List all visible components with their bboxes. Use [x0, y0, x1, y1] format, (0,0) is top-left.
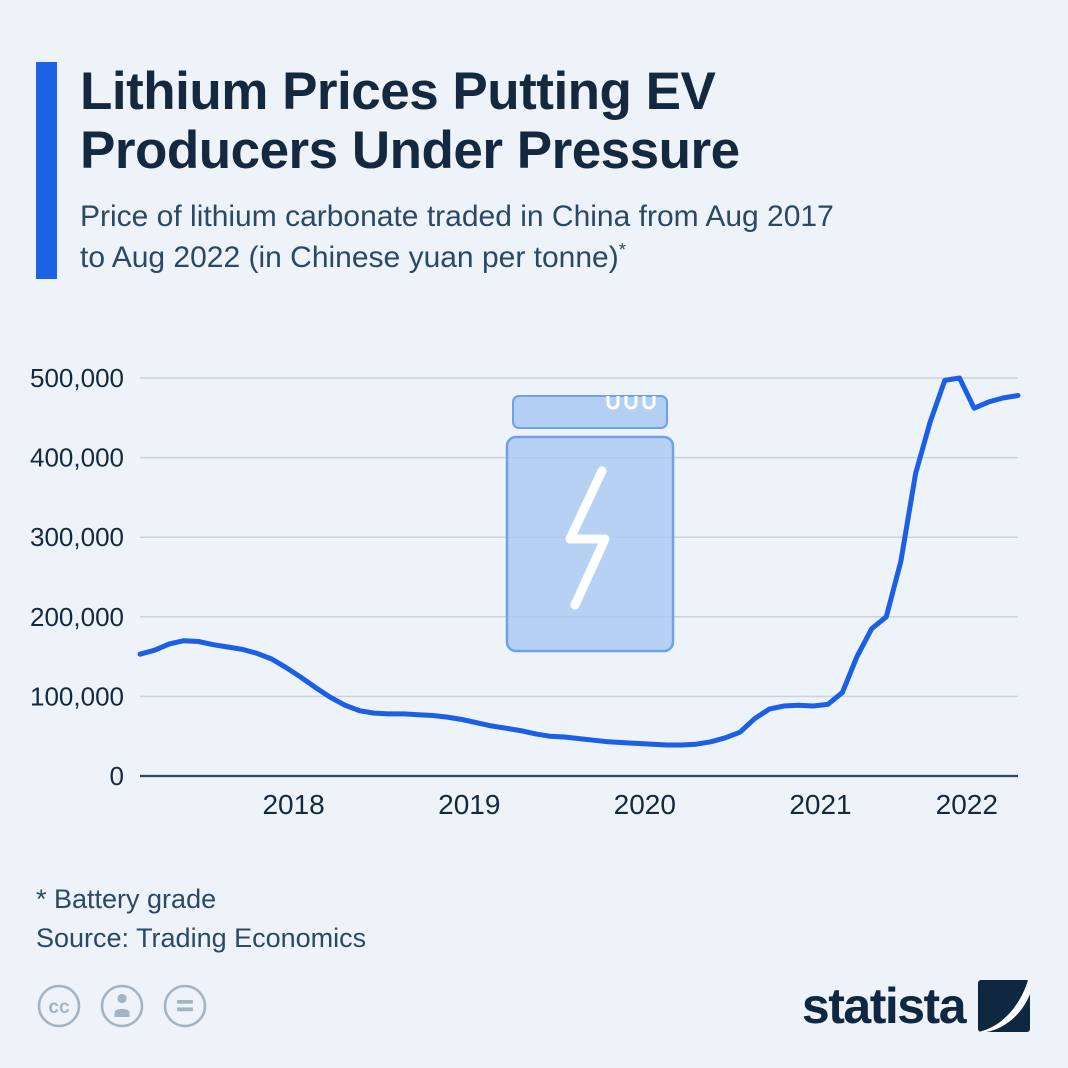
subtitle-line-2: to Aug 2022 (in Chinese yuan per tonne) — [80, 241, 619, 275]
bottom-bar: cc statista — [36, 976, 1030, 1036]
y-axis-label: 300,000 — [30, 522, 124, 552]
y-axis-label: 400,000 — [30, 443, 124, 473]
brand: statista — [802, 980, 1030, 1032]
x-axis-label: 2021 — [789, 789, 851, 820]
title-block: Lithium Prices Putting EV Producers Under… — [80, 62, 834, 279]
no-derivatives-icon — [163, 984, 207, 1028]
attribution-icon — [100, 984, 144, 1028]
footnote: * Battery grade — [36, 884, 217, 914]
y-axis-label: 500,000 — [30, 363, 124, 393]
footer-notes: * Battery grade Source: Trading Economic… — [36, 880, 366, 958]
battery-terminal-icon — [642, 396, 656, 410]
license-icons: cc — [36, 983, 208, 1029]
battery-icon — [505, 395, 675, 653]
title-accent-bar — [36, 62, 57, 279]
statista-wordmark: statista — [801, 978, 967, 1034]
chart-subtitle: Price of lithium carbonate traded in Chi… — [80, 197, 834, 279]
y-axis-label: 100,000 — [30, 681, 124, 711]
lightning-bolt-icon — [565, 466, 610, 610]
y-axis-label: 0 — [110, 761, 124, 791]
footnote-marker: * — [618, 239, 626, 261]
battery-terminal-icon — [606, 396, 620, 410]
cc-icon: cc — [37, 984, 81, 1028]
battery-cap — [512, 395, 668, 429]
subtitle-line-1: Price of lithium carbonate traded in Chi… — [80, 199, 834, 233]
battery-terminal-icon — [624, 396, 638, 410]
source-line: Source: Trading Economics — [36, 923, 367, 954]
page-title: Lithium Prices Putting EV Producers Under… — [80, 62, 834, 181]
y-axis-label: 200,000 — [30, 602, 124, 632]
cc-glyph: cc — [48, 997, 70, 1018]
title-line-2: Producers Under Pressure — [80, 121, 740, 181]
x-axis-label: 2018 — [262, 789, 324, 820]
x-axis-label: 2022 — [936, 789, 998, 820]
price-line — [137, 375, 1021, 748]
statista-logo-icon — [978, 980, 1030, 1032]
x-axis-label: 2019 — [438, 789, 500, 820]
battery-body — [505, 435, 675, 653]
x-axis-label: 2020 — [614, 789, 676, 820]
header: Lithium Prices Putting EV Producers Under… — [36, 62, 834, 279]
title-line-1: Lithium Prices Putting EV — [80, 62, 716, 121]
